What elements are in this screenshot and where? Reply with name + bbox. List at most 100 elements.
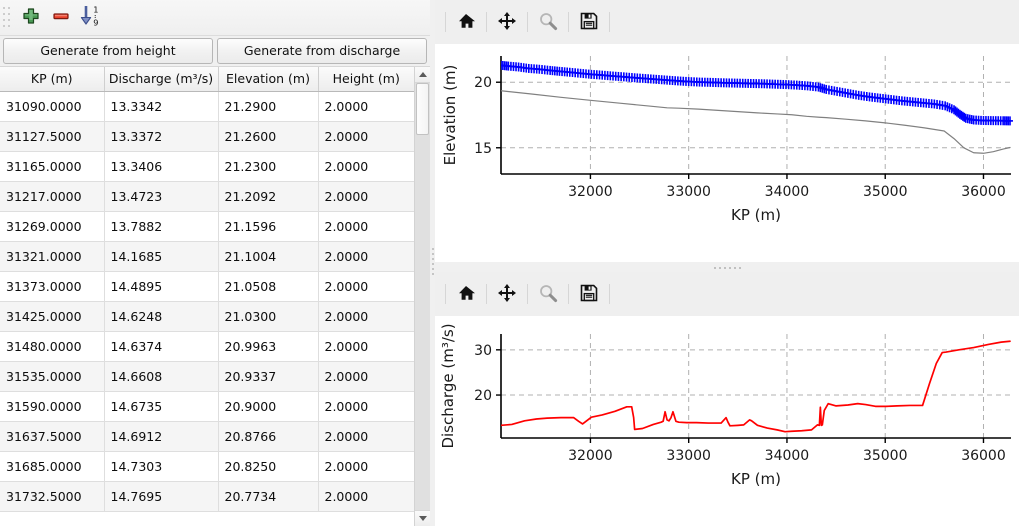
table-row[interactable]: 31165.0000 13.3406 21.2300 2.0000 bbox=[0, 151, 414, 182]
cell-kp[interactable]: 31217.0000 bbox=[0, 181, 105, 212]
cell-elevation[interactable]: 20.8766 bbox=[218, 421, 319, 452]
column-header-kp[interactable]: KP (m) bbox=[0, 67, 105, 92]
elevation-pan-button[interactable] bbox=[487, 5, 527, 39]
cell-height[interactable]: 2.0000 bbox=[318, 361, 414, 392]
panel-vertical-splitter[interactable] bbox=[430, 0, 435, 526]
cell-discharge[interactable]: 14.6248 bbox=[104, 301, 219, 332]
table-row[interactable]: 31590.0000 14.6735 20.9000 2.0000 bbox=[0, 391, 414, 422]
discharge-chart-canvas[interactable]: 32000 33000 34000 35000 36000 20 30 KP (m) Disch… bbox=[435, 316, 1019, 526]
cell-elevation[interactable]: 21.0300 bbox=[218, 301, 319, 332]
table-row[interactable]: 31685.0000 14.7303 20.8250 2.0000 bbox=[0, 451, 414, 482]
cell-kp[interactable]: 31637.5000 bbox=[0, 421, 105, 452]
generate-from-height-button[interactable]: Generate from height bbox=[3, 38, 213, 64]
cell-height[interactable]: 2.0000 bbox=[318, 211, 414, 242]
home-icon bbox=[456, 11, 476, 34]
cell-height[interactable]: 2.0000 bbox=[318, 91, 414, 122]
cell-elevation[interactable]: 21.2092 bbox=[218, 181, 319, 212]
elevation-home-button[interactable] bbox=[446, 5, 486, 39]
table-row[interactable]: 31090.0000 13.3342 21.2900 2.0000 bbox=[0, 91, 414, 122]
cell-discharge[interactable]: 14.6608 bbox=[104, 361, 219, 392]
cell-elevation[interactable]: 20.7734 bbox=[218, 481, 319, 512]
cell-kp[interactable]: 31535.0000 bbox=[0, 361, 105, 392]
table-row[interactable]: 31480.0000 14.6374 20.9963 2.0000 bbox=[0, 331, 414, 362]
cell-height[interactable]: 2.0000 bbox=[318, 121, 414, 152]
cell-elevation[interactable]: 21.0508 bbox=[218, 271, 319, 302]
cell-height[interactable]: 2.0000 bbox=[318, 481, 414, 512]
cell-discharge[interactable]: 14.4895 bbox=[104, 271, 219, 302]
table-row[interactable]: 31321.0000 14.1685 21.1004 2.0000 bbox=[0, 241, 414, 272]
cell-discharge[interactable]: 13.4723 bbox=[104, 181, 219, 212]
cell-kp[interactable]: 31425.0000 bbox=[0, 301, 105, 332]
cell-discharge[interactable]: 14.7303 bbox=[104, 451, 219, 482]
scrollbar-thumb[interactable] bbox=[416, 83, 429, 135]
add-row-button[interactable] bbox=[16, 3, 46, 33]
discharge-zoom-button[interactable] bbox=[528, 277, 568, 311]
column-header-discharge[interactable]: Discharge (m³/s) bbox=[104, 67, 219, 92]
cell-discharge[interactable]: 13.3342 bbox=[104, 91, 219, 122]
column-header-height[interactable]: Height (m) bbox=[318, 67, 414, 92]
cell-elevation[interactable]: 20.9000 bbox=[218, 391, 319, 422]
cell-height[interactable]: 2.0000 bbox=[318, 421, 414, 452]
cell-elevation[interactable]: 21.1004 bbox=[218, 241, 319, 272]
cell-discharge[interactable]: 14.6912 bbox=[104, 421, 219, 452]
table-row[interactable]: 31732.5000 14.7695 20.7734 2.0000 bbox=[0, 481, 414, 512]
cell-discharge[interactable]: 14.7695 bbox=[104, 481, 219, 512]
cell-height[interactable]: 2.0000 bbox=[318, 451, 414, 482]
scroll-up-button[interactable] bbox=[415, 67, 430, 83]
table-scroll-viewport[interactable]: KP (m) Discharge (m³/s) Elevation (m) He… bbox=[0, 67, 414, 526]
table-row[interactable]: 31127.5000 13.3372 21.2600 2.0000 bbox=[0, 121, 414, 152]
cell-height[interactable]: 2.0000 bbox=[318, 391, 414, 422]
cell-height[interactable]: 2.0000 bbox=[318, 241, 414, 272]
cell-kp[interactable]: 31321.0000 bbox=[0, 241, 105, 272]
cell-elevation[interactable]: 21.2600 bbox=[218, 121, 319, 152]
cell-kp[interactable]: 31590.0000 bbox=[0, 391, 105, 422]
cell-elevation[interactable]: 20.8250 bbox=[218, 451, 319, 482]
cell-discharge[interactable]: 13.3372 bbox=[104, 121, 219, 152]
discharge-save-button[interactable] bbox=[569, 277, 609, 311]
cell-kp[interactable]: 31373.0000 bbox=[0, 271, 105, 302]
table-row[interactable]: 31269.0000 13.7882 21.1596 2.0000 bbox=[0, 211, 414, 242]
cell-discharge[interactable]: 14.6735 bbox=[104, 391, 219, 422]
cell-kp[interactable]: 31732.5000 bbox=[0, 481, 105, 512]
cell-elevation[interactable]: 20.9337 bbox=[218, 361, 319, 392]
toolbar-grip[interactable] bbox=[2, 6, 12, 30]
scroll-down-button[interactable] bbox=[415, 510, 430, 526]
scrollbar-track[interactable] bbox=[415, 83, 430, 510]
table-vertical-scrollbar[interactable] bbox=[414, 67, 430, 526]
cell-kp[interactable]: 31165.0000 bbox=[0, 151, 105, 182]
cell-elevation[interactable]: 20.9963 bbox=[218, 331, 319, 362]
generate-from-discharge-button[interactable]: Generate from discharge bbox=[217, 38, 427, 64]
table-row[interactable]: 31425.0000 14.6248 21.0300 2.0000 bbox=[0, 301, 414, 332]
remove-row-button[interactable] bbox=[46, 3, 76, 33]
cell-elevation[interactable]: 21.2900 bbox=[218, 91, 319, 122]
cell-discharge[interactable]: 14.6374 bbox=[104, 331, 219, 362]
table-row[interactable]: 31373.0000 14.4895 21.0508 2.0000 bbox=[0, 271, 414, 302]
cell-discharge[interactable]: 13.7882 bbox=[104, 211, 219, 242]
cell-kp[interactable]: 31090.0000 bbox=[0, 91, 105, 122]
cell-kp[interactable]: 31685.0000 bbox=[0, 451, 105, 482]
x-axis-label: KP (m) bbox=[731, 206, 781, 224]
elevation-zoom-button[interactable] bbox=[528, 5, 568, 39]
cell-height[interactable]: 2.0000 bbox=[318, 181, 414, 212]
cell-height[interactable]: 2.0000 bbox=[318, 331, 414, 362]
cell-kp[interactable]: 31269.0000 bbox=[0, 211, 105, 242]
cell-elevation[interactable]: 21.1596 bbox=[218, 211, 319, 242]
cell-discharge[interactable]: 14.1685 bbox=[104, 241, 219, 272]
column-header-elevation[interactable]: Elevation (m) bbox=[218, 67, 319, 92]
table-row[interactable]: 31637.5000 14.6912 20.8766 2.0000 bbox=[0, 421, 414, 452]
cell-discharge[interactable]: 13.3406 bbox=[104, 151, 219, 182]
cell-height[interactable]: 2.0000 bbox=[318, 301, 414, 332]
discharge-home-button[interactable] bbox=[446, 277, 486, 311]
cell-height[interactable]: 2.0000 bbox=[318, 271, 414, 302]
table-row[interactable]: 31217.0000 13.4723 21.2092 2.0000 bbox=[0, 181, 414, 212]
sort-ascending-button[interactable]: 1 9 bbox=[76, 3, 106, 33]
cell-kp[interactable]: 31480.0000 bbox=[0, 331, 105, 362]
cell-height[interactable]: 2.0000 bbox=[318, 151, 414, 182]
cell-kp[interactable]: 31127.5000 bbox=[0, 121, 105, 152]
elevation-chart-canvas[interactable]: 32000 33000 34000 35000 36000 15 20 KP (m) Eleva… bbox=[435, 44, 1019, 262]
elevation-save-button[interactable] bbox=[569, 5, 609, 39]
cell-elevation[interactable]: 21.2300 bbox=[218, 151, 319, 182]
discharge-pan-button[interactable] bbox=[487, 277, 527, 311]
table-row[interactable]: 31535.0000 14.6608 20.9337 2.0000 bbox=[0, 361, 414, 392]
charts-horizontal-splitter[interactable] bbox=[435, 262, 1019, 272]
